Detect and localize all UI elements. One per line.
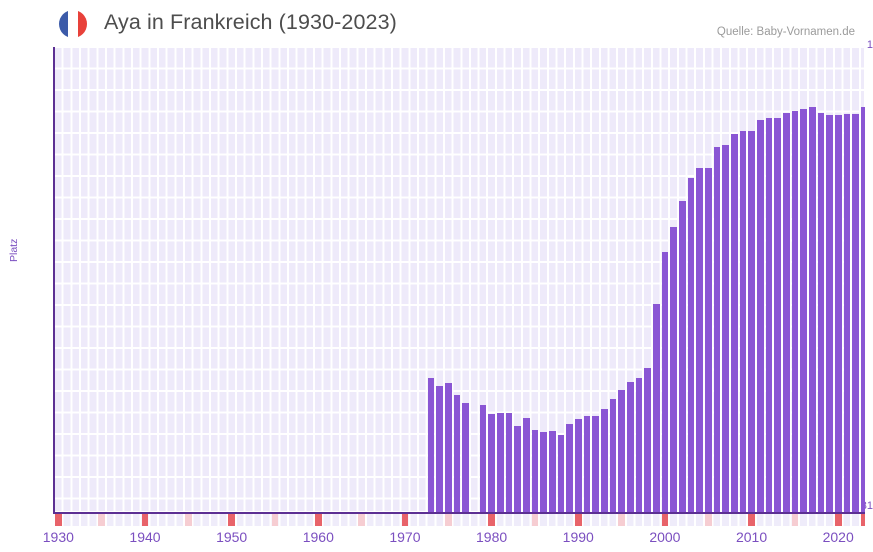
bar bbox=[860, 107, 865, 512]
bar bbox=[592, 416, 599, 512]
bar bbox=[704, 168, 712, 512]
x-tick-major bbox=[574, 514, 582, 526]
bar bbox=[774, 117, 781, 512]
france-flag-icon bbox=[59, 10, 87, 38]
x-tick-minor bbox=[704, 514, 712, 526]
bar bbox=[462, 402, 469, 512]
bar bbox=[678, 200, 686, 512]
x-axis-tick-label: 2000 bbox=[649, 529, 681, 545]
bar bbox=[826, 114, 833, 512]
bar bbox=[817, 112, 825, 512]
bar bbox=[834, 115, 842, 512]
x-axis-tick-label: 1930 bbox=[42, 529, 74, 545]
bar bbox=[540, 432, 547, 512]
bar bbox=[713, 146, 721, 512]
x-axis-labels: 1930 1940 1950 1960 1970 1980 1990 2000 2010 2020 bbox=[0, 529, 873, 549]
x-tick-major bbox=[860, 514, 865, 526]
bar bbox=[488, 414, 495, 512]
x-tick-major bbox=[228, 514, 235, 526]
x-axis-line bbox=[53, 512, 865, 514]
x-tick-major bbox=[55, 514, 62, 526]
x-tick-minor bbox=[531, 514, 539, 526]
bar bbox=[670, 227, 677, 512]
bar bbox=[522, 417, 530, 512]
bar bbox=[661, 252, 669, 512]
bar bbox=[748, 131, 755, 512]
bar bbox=[739, 131, 747, 512]
tick-strip-grid bbox=[54, 514, 865, 526]
x-tick-minor bbox=[98, 514, 105, 526]
bar bbox=[722, 144, 729, 512]
bar bbox=[808, 107, 816, 512]
bar bbox=[453, 395, 461, 512]
x-axis-tick-label: 2020 bbox=[822, 529, 854, 545]
bar bbox=[444, 383, 452, 512]
chart-header: Aya in Frankreich (1930-2023) Quelle: Ba… bbox=[0, 0, 873, 46]
bar bbox=[730, 133, 738, 512]
x-axis-tick-label: 1980 bbox=[476, 529, 508, 545]
x-tick-major bbox=[314, 514, 322, 526]
x-tick-major bbox=[834, 514, 842, 526]
x-tick-minor bbox=[271, 514, 279, 526]
bar bbox=[514, 425, 521, 512]
bar bbox=[479, 404, 487, 512]
bar bbox=[635, 377, 643, 512]
bar bbox=[756, 120, 764, 512]
y-axis-line bbox=[53, 47, 55, 513]
bar bbox=[496, 412, 504, 512]
bar bbox=[531, 430, 539, 512]
bar bbox=[652, 303, 660, 512]
bar bbox=[600, 408, 608, 512]
source-label: Quelle: Baby-Vornamen.de bbox=[716, 26, 855, 38]
x-axis-tick-label: 1990 bbox=[562, 529, 594, 545]
plot-area bbox=[54, 47, 865, 512]
x-tick-major bbox=[488, 514, 495, 526]
bar bbox=[566, 423, 573, 512]
bar bbox=[574, 419, 582, 512]
y-axis-tick-top: 1 bbox=[866, 39, 873, 51]
x-axis-tick-label: 2010 bbox=[735, 529, 768, 545]
bar bbox=[505, 412, 513, 512]
x-tick-minor bbox=[618, 514, 625, 526]
bar bbox=[843, 114, 851, 512]
x-tick-major bbox=[401, 514, 409, 526]
x-axis-tick-label: 1940 bbox=[129, 529, 161, 545]
x-tick-major bbox=[141, 514, 149, 526]
x-tick-minor bbox=[184, 514, 192, 526]
x-tick-major bbox=[748, 514, 755, 526]
x-tick-minor bbox=[791, 514, 799, 526]
bar-series bbox=[54, 47, 865, 512]
x-tick-major bbox=[661, 514, 669, 526]
bar bbox=[583, 416, 591, 512]
bar bbox=[609, 398, 617, 512]
bar bbox=[548, 430, 556, 512]
bar bbox=[782, 113, 790, 512]
bar bbox=[696, 168, 703, 512]
x-axis-tick-label: 1970 bbox=[389, 529, 421, 545]
chart-title: Aya in Frankreich (1930-2023) bbox=[104, 10, 397, 34]
x-axis-tick-label: 1960 bbox=[302, 529, 334, 545]
x-tick-minor bbox=[358, 514, 365, 526]
bar bbox=[427, 377, 435, 512]
bar bbox=[644, 368, 651, 512]
x-axis-tick-strip bbox=[54, 514, 865, 526]
bar bbox=[852, 114, 859, 512]
x-axis-tick-label: 1950 bbox=[216, 529, 248, 545]
bar bbox=[687, 178, 695, 512]
bar bbox=[618, 390, 625, 512]
bar bbox=[436, 385, 443, 512]
y-axis-title: Platz bbox=[8, 238, 20, 262]
bar bbox=[626, 382, 634, 512]
bar bbox=[765, 117, 773, 512]
bar bbox=[800, 108, 807, 512]
bar bbox=[557, 435, 565, 512]
x-tick-minor bbox=[444, 514, 452, 526]
bar bbox=[791, 110, 799, 512]
